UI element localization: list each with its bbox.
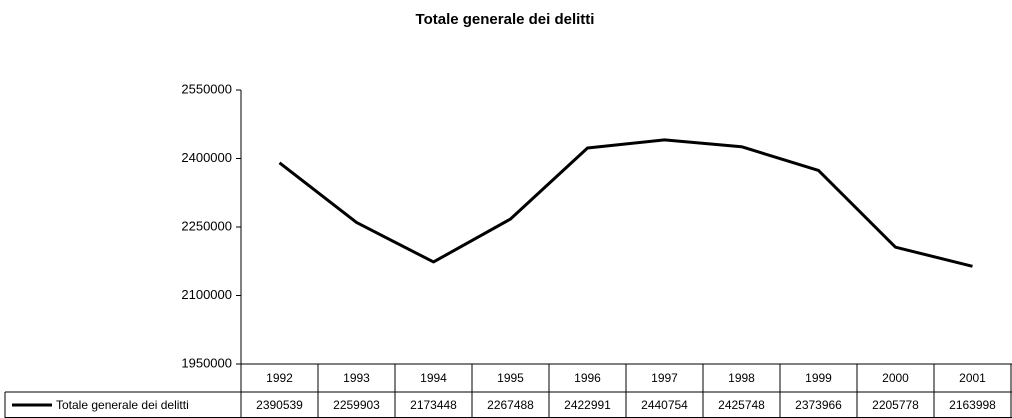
y-tick-label: 2250000 — [181, 218, 232, 233]
table-value: 2163998 — [949, 398, 996, 412]
x-tick-label: 1995 — [497, 371, 524, 385]
x-tick-label: 1992 — [266, 371, 293, 385]
table-value: 2205778 — [872, 398, 919, 412]
x-tick-label: 1997 — [651, 371, 678, 385]
table-value: 2373966 — [795, 398, 842, 412]
y-tick-label: 1950000 — [181, 355, 232, 370]
chart-title: Totale generale dei delitti — [416, 11, 595, 28]
y-tick-label: 2550000 — [181, 81, 232, 96]
table-value: 2173448 — [410, 398, 457, 412]
table-value: 2422991 — [564, 398, 611, 412]
y-tick-label: 2100000 — [181, 287, 232, 302]
table-value: 2259903 — [333, 398, 380, 412]
table-value: 2425748 — [718, 398, 765, 412]
x-tick-label: 1999 — [805, 371, 832, 385]
y-tick-label: 2400000 — [181, 150, 232, 165]
table-value: 2440754 — [641, 398, 688, 412]
legend-label: Totale generale dei delitti — [56, 398, 189, 412]
x-tick-label: 1996 — [574, 371, 601, 385]
table-value: 2390539 — [256, 398, 303, 412]
table-value: 2267488 — [487, 398, 534, 412]
line-series — [278, 138, 973, 268]
x-tick-label: 1993 — [343, 371, 370, 385]
x-tick-label: 2001 — [959, 371, 986, 385]
x-tick-label: 1994 — [420, 371, 447, 385]
x-tick-label: 1998 — [728, 371, 755, 385]
x-tick-label: 2000 — [882, 371, 909, 385]
